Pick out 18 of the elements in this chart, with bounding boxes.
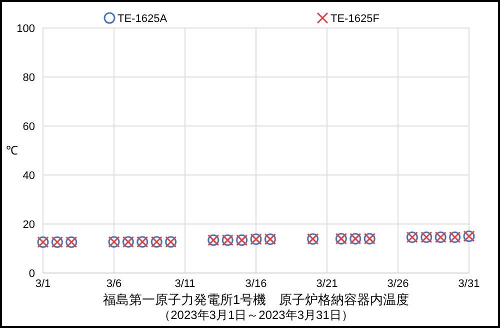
x-tick-label: 3/21 bbox=[316, 278, 338, 290]
text: （2023年3月1日～2023年3月31日） bbox=[158, 308, 354, 322]
legend-label: TE-1625A bbox=[118, 13, 168, 25]
y-tick-label: 20 bbox=[22, 219, 35, 231]
x-tick-label: 3/6 bbox=[106, 278, 122, 290]
legend-label: TE-1625F bbox=[330, 13, 380, 25]
text: 福島第一原子力発電所1号機 原子炉格納容器内温度 bbox=[102, 292, 410, 307]
x-tick-label: 3/16 bbox=[245, 278, 267, 290]
y-tick-label: 40 bbox=[22, 170, 35, 182]
y-tick-label: 0 bbox=[28, 268, 35, 280]
y-tick-label: 60 bbox=[22, 121, 35, 133]
x-tick-label: 3/31 bbox=[458, 278, 480, 290]
y-axis-title: ℃ bbox=[6, 144, 18, 158]
y-tick-label: 80 bbox=[22, 72, 35, 84]
x-tick-label: 3/11 bbox=[174, 278, 196, 290]
x-tick-label: 3/1 bbox=[35, 278, 51, 290]
y-tick-label: 100 bbox=[16, 23, 35, 35]
x-tick-label: 3/26 bbox=[387, 278, 409, 290]
